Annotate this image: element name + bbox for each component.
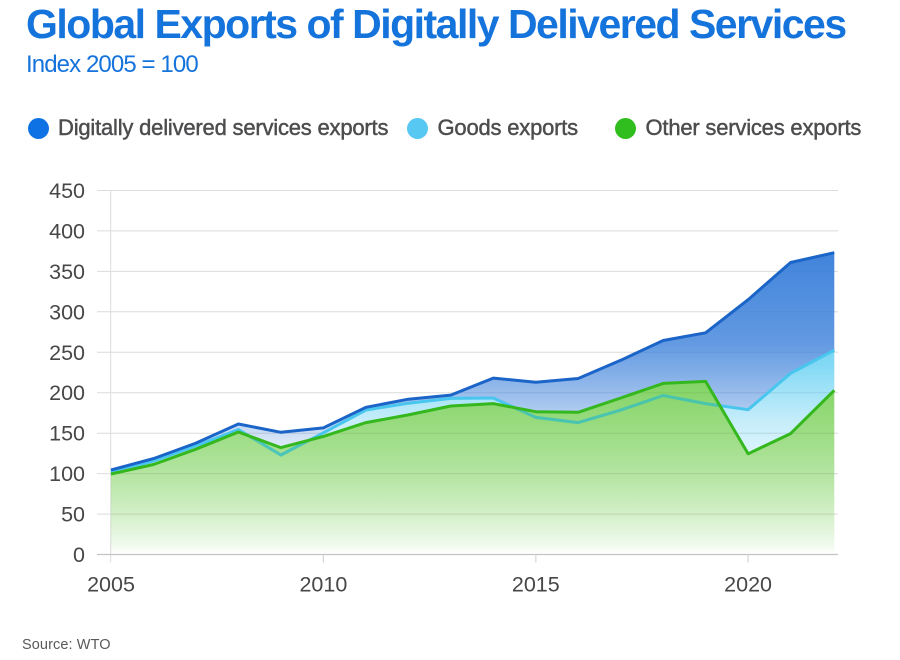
svg-text:2020: 2020	[724, 573, 772, 597]
svg-text:150: 150	[49, 422, 85, 446]
svg-text:250: 250	[49, 341, 85, 365]
svg-text:100: 100	[49, 462, 85, 486]
svg-text:450: 450	[49, 179, 85, 203]
svg-text:2015: 2015	[512, 573, 560, 597]
svg-text:0: 0	[73, 543, 85, 567]
svg-text:50: 50	[61, 503, 85, 527]
svg-text:200: 200	[49, 381, 85, 405]
svg-text:2005: 2005	[87, 573, 135, 597]
svg-text:300: 300	[49, 300, 85, 324]
svg-text:2010: 2010	[299, 573, 347, 597]
svg-text:350: 350	[49, 260, 85, 284]
svg-text:400: 400	[49, 219, 85, 243]
